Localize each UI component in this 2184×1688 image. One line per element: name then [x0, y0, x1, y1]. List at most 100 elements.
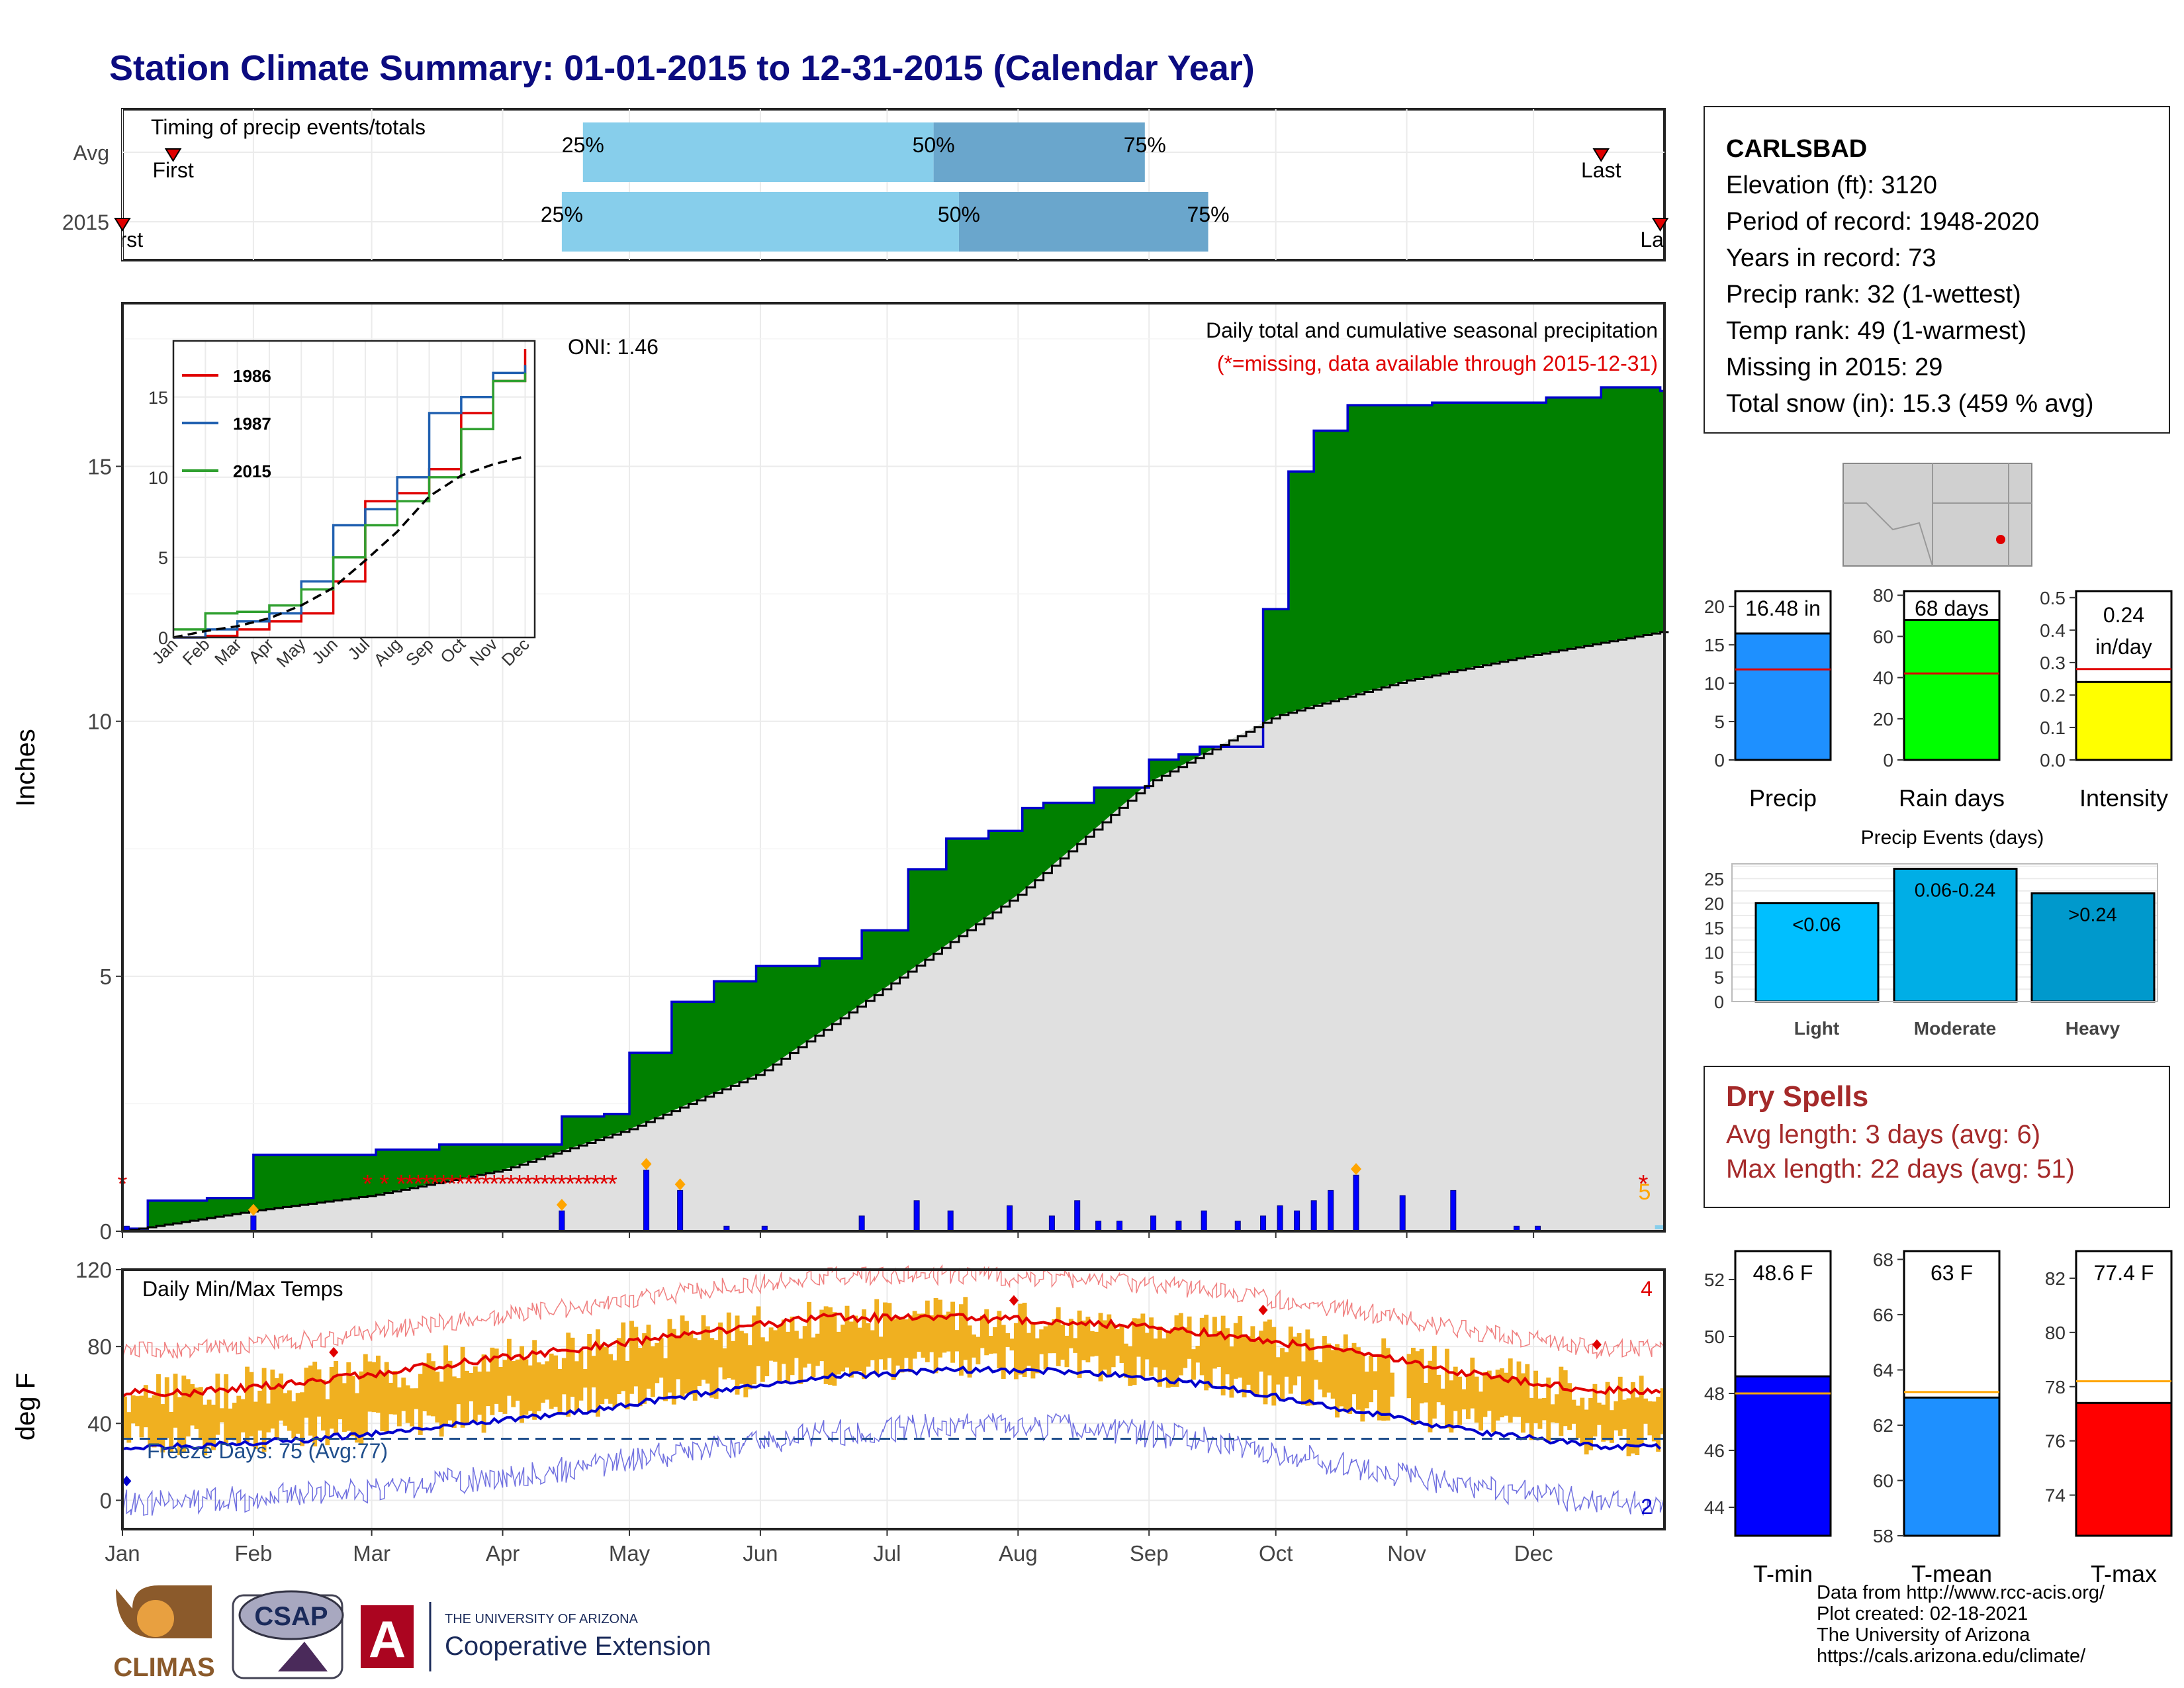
precip-events-title: Precip Events (days): [1861, 827, 2044, 849]
daily-temp-bar: [1424, 1383, 1429, 1403]
month-axis-label: Jul: [873, 1541, 901, 1566]
station-snow: Total snow (in): 15.3 (459 % avg): [1726, 390, 2094, 418]
daily-temp-bar: [456, 1378, 461, 1405]
intensity-value-label: 0.24: [2103, 603, 2144, 627]
footer-credits: Data from http://www.rcc-acis.org/ Plot …: [1817, 1582, 2105, 1667]
timing-label-75: 75%: [1187, 203, 1230, 226]
daily-temp-bar: [384, 1362, 389, 1433]
daily-temp-bar: [1119, 1325, 1124, 1363]
daily-temp-bar: [1267, 1319, 1272, 1376]
daily-temp-bar: [1626, 1398, 1631, 1456]
ua-logo-small-text: THE UNIVERSITY OF ARIZONA: [445, 1612, 639, 1626]
temp-y-tick-label: 40: [87, 1411, 112, 1436]
missing-data-marker: *: [396, 1170, 406, 1198]
daily-temp-bar: [764, 1341, 770, 1377]
daily-temp-bar: [523, 1359, 529, 1415]
daily-temp-bar: [1161, 1338, 1167, 1370]
missing-data-marker: *: [582, 1170, 592, 1198]
daily-precip-marker: [1351, 1163, 1361, 1176]
daily-temp-bar: [1022, 1302, 1027, 1378]
daily-temp-bar: [887, 1303, 892, 1358]
daily-temp-bar: [612, 1360, 617, 1407]
daily-precip-bar: [1353, 1174, 1359, 1232]
missing-data-marker: *: [363, 1170, 373, 1198]
daily-temp-bar: [439, 1382, 444, 1437]
daily-temp-bar: [506, 1338, 512, 1396]
inset-legend-label: 2015: [233, 461, 271, 481]
daily-temp-bar: [190, 1383, 195, 1426]
station-period: Period of record: 1948-2020: [1726, 208, 2040, 236]
temp-y-tick-label: 120: [75, 1258, 112, 1282]
timing-row-2015-label: 2015: [62, 211, 109, 234]
tmean-y-tick-label: 68: [1873, 1250, 1893, 1270]
daily-temp-bar: [1474, 1376, 1479, 1423]
daily-temp-bar: [270, 1369, 275, 1429]
daily-precip-bar: [1201, 1210, 1207, 1232]
daily-temp-bar: [625, 1360, 630, 1410]
daily-temp-bar: [752, 1315, 757, 1385]
daily-temp-bar: [1651, 1401, 1657, 1442]
daily-temp-bar: [279, 1373, 284, 1421]
daily-temp-bar: [1060, 1325, 1066, 1360]
missing-data-marker: *: [455, 1170, 465, 1198]
tmean-bar: [1903, 1396, 2001, 1537]
missing-data-marker: *: [515, 1170, 525, 1198]
daily-temp-bar: [570, 1337, 575, 1397]
missing-data-marker: *: [565, 1170, 575, 1198]
daily-temp-bar: [304, 1368, 309, 1418]
daily-temp-bar: [249, 1372, 254, 1436]
missing-data-marker: *: [498, 1170, 508, 1198]
daily-temp-bar: [1246, 1336, 1251, 1385]
daily-temp-bar: [1533, 1370, 1538, 1423]
daily-temp-bar: [274, 1378, 279, 1438]
precip-event-bar-label: 0.06-0.24: [1915, 880, 1996, 901]
daily-temp-bar: [608, 1354, 613, 1404]
cumulative-precip-area: [122, 387, 1664, 1231]
precip-panel-title: Daily total and cumulative seasonal prec…: [1206, 318, 1658, 342]
daily-precip-bar: [559, 1210, 565, 1232]
daily-temp-bar: [1318, 1362, 1323, 1390]
daily-temp-bar: [527, 1365, 533, 1411]
daily-temp-bar: [908, 1315, 913, 1373]
daily-temp-bar: [1026, 1333, 1031, 1366]
daily-temp-bar: [553, 1355, 559, 1407]
missing-data-marker: *: [447, 1170, 457, 1198]
daily-temp-bar: [283, 1393, 288, 1426]
precip-y-tick-label: 10: [87, 710, 112, 734]
daily-temp-bar: [245, 1366, 250, 1442]
daily-temp-bar: [836, 1331, 841, 1375]
timing-last-label-avg: Last: [1581, 158, 1621, 182]
daily-temp-bar: [891, 1319, 896, 1380]
daily-temp-bar: [857, 1327, 862, 1372]
daily-temp-bar: [371, 1362, 377, 1413]
daily-temp-bar: [1153, 1338, 1158, 1368]
daily-temp-bar: [1102, 1320, 1107, 1370]
precip-total-y-tick-label: 0: [1714, 750, 1725, 771]
daily-temp-bar: [979, 1315, 985, 1348]
state-map: [1843, 463, 2032, 567]
daily-temp-bar: [1537, 1398, 1543, 1429]
daily-precip-bar: [1277, 1205, 1283, 1232]
daily-temp-bar: [743, 1333, 749, 1397]
daily-temp-bar: [984, 1309, 989, 1356]
daily-temp-bar: [143, 1385, 148, 1428]
daily-temp-bar: [1081, 1320, 1086, 1360]
daily-temp-bar: [1132, 1318, 1137, 1385]
timing-bar-50-75: [958, 192, 1208, 252]
precip-events-y-tick-label: 25: [1704, 869, 1724, 889]
daily-precip-bar: [1048, 1215, 1055, 1232]
daily-precip-bar: [1310, 1200, 1317, 1232]
precip-total-bar: [1734, 632, 1832, 761]
timing-last-marker: [1651, 218, 1669, 232]
precip-panel-note: (*=missing, data available through 2015-…: [1217, 352, 1658, 375]
daily-temp-bar: [773, 1330, 778, 1362]
daily-temp-bar: [211, 1404, 216, 1450]
daily-temp-bar: [152, 1395, 157, 1448]
timing-last-marker: [1592, 148, 1610, 162]
intensity-y-tick-label: 0.3: [2040, 653, 2066, 673]
daily-precip-bar: [1450, 1190, 1457, 1232]
daily-temp-bar: [435, 1372, 440, 1423]
daily-temp-bar: [536, 1362, 541, 1411]
daily-temp-bar: [1605, 1382, 1610, 1441]
daily-temp-bar: [473, 1366, 478, 1422]
